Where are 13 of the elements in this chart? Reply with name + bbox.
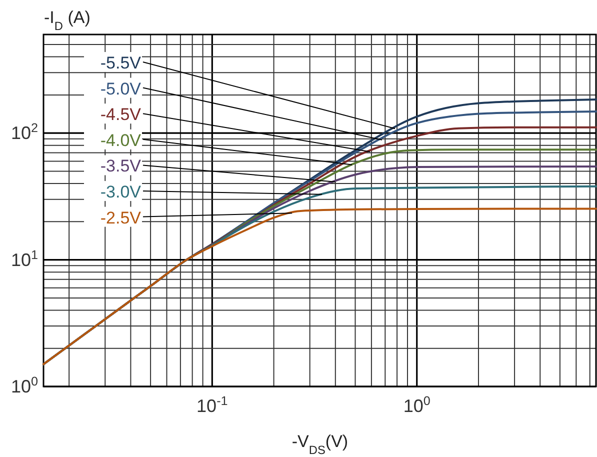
y-tick-label: 10$^{2}$ [10,121,38,144]
text: -4.5V [100,105,142,124]
y-tick-label: 10$^{0}$ [10,374,38,396]
text: -5.0V [100,79,142,98]
text: -3.5V [100,156,142,176]
text: -3.0V [100,182,142,202]
text: -5.5V [100,54,142,72]
y-tick-label: 10$^{1}$ [10,248,38,270]
text: -2.5V [100,208,142,228]
y-axis-title: -I$_{D}$ (A) [44,8,90,33]
x-tick-label: 10$^{-1}$ [196,394,228,416]
text: -4.0V [100,130,142,150]
x-axis-title: -V$_{DS}$(V) [292,432,348,457]
